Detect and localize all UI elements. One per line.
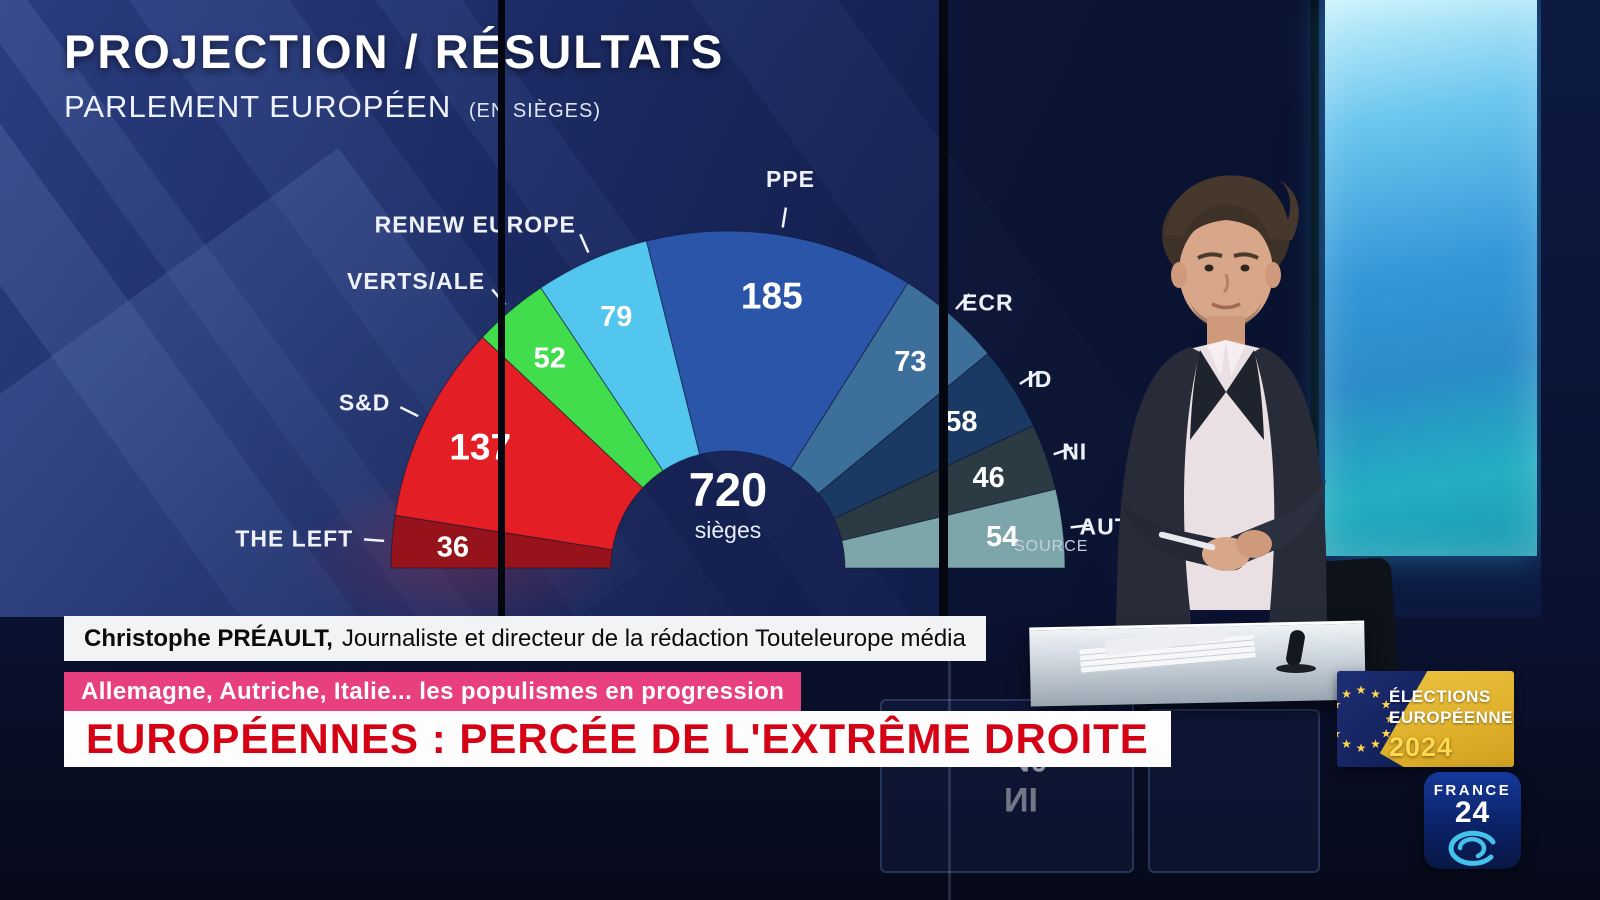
badge-line1: ÉLECTIONS (1389, 687, 1491, 706)
eu-star: ★ (1385, 712, 1396, 726)
presenter-hand (1236, 530, 1272, 558)
presenter-brow (1197, 252, 1223, 260)
presenter-eye (1240, 264, 1250, 272)
presenter-face (1179, 216, 1273, 328)
eu-star: ★ (1370, 737, 1381, 751)
videowall-bezel (498, 0, 505, 617)
lower-third-guest: Christophe PRÉAULT, Journaliste et direc… (64, 616, 986, 661)
chart-title: PROJECTION / RÉSULTATS (64, 25, 725, 78)
eu-stars-icon: ★★★★★★★★★★★★ (1337, 683, 1396, 755)
presenter-collar (1226, 340, 1245, 376)
presenter-fringe (1179, 204, 1273, 252)
eu-star: ★ (1337, 727, 1341, 741)
eu-star: ★ (1381, 698, 1392, 712)
presenter-mouth (1211, 302, 1241, 310)
chart-subtitle-text: PARLEMENT EUROPÉEN (64, 89, 452, 124)
chart-subtitle-note: (EN SIÈGES) (468, 100, 601, 122)
lower-third-headline: EUROPÉENNES : PERCÉE DE L'EXTRÊME DROITE (64, 711, 1171, 767)
presenter (1114, 175, 1328, 700)
pen (1158, 531, 1216, 551)
presenter-eye (1204, 264, 1214, 272)
videowall-bezel (1311, 0, 1319, 617)
presenter-ear (1171, 262, 1187, 288)
presenter-stubble (1186, 290, 1266, 332)
guest-role: Journaliste et directeur de la rédaction… (341, 624, 966, 652)
red-glow-reflection (290, 470, 630, 617)
globe-swirl-icon (1448, 830, 1495, 866)
guest-name: Christophe PRÉAULT, (84, 624, 333, 652)
reflected-label: NI (1004, 780, 1038, 818)
presenter-collar (1207, 340, 1226, 376)
eu-star: ★ (1337, 698, 1341, 712)
lower-third-topic: Allemagne, Autriche, Italie... les popul… (64, 672, 802, 711)
france24-number: 24 (1454, 796, 1491, 829)
eu-star: ★ (1341, 737, 1352, 751)
chart-header: PROJECTION / RÉSULTATS PARLEMENT EUROPÉE… (64, 24, 724, 125)
side-column-edge (1541, 0, 1600, 617)
presenter-lapel (1190, 350, 1226, 440)
studio-side-column (1319, 0, 1600, 617)
eu-star: ★ (1356, 683, 1367, 697)
eu-star: ★ (1356, 741, 1367, 755)
elections-badge: ★★★★★★★★★★★★ ÉLECTIONS EUROPÉENNES 2024 (1337, 671, 1514, 767)
badge-year: 2024 (1389, 731, 1454, 762)
badge-line2: EUROPÉENNES (1389, 708, 1514, 728)
eu-star: ★ (1341, 687, 1352, 701)
videowall-bezel (939, 0, 948, 617)
eu-star: ★ (1370, 687, 1381, 701)
presenter-brow (1233, 252, 1259, 260)
presenter-ear (1265, 262, 1281, 288)
eu-star: ★ (1381, 727, 1392, 741)
france24-logo: FRANCE 24 (1424, 772, 1521, 869)
chart-subtitle: PARLEMENT EUROPÉEN (EN SIÈGES) (64, 89, 724, 125)
france24-brand: FRANCE (1433, 782, 1512, 799)
side-screen-panel (1325, 0, 1537, 556)
glass-panel (1148, 709, 1320, 873)
desk-microphone-base (1276, 664, 1316, 673)
presenter-jacket (1114, 347, 1200, 700)
presenter-nose (1222, 273, 1230, 294)
presenter-lapel (1226, 350, 1264, 440)
